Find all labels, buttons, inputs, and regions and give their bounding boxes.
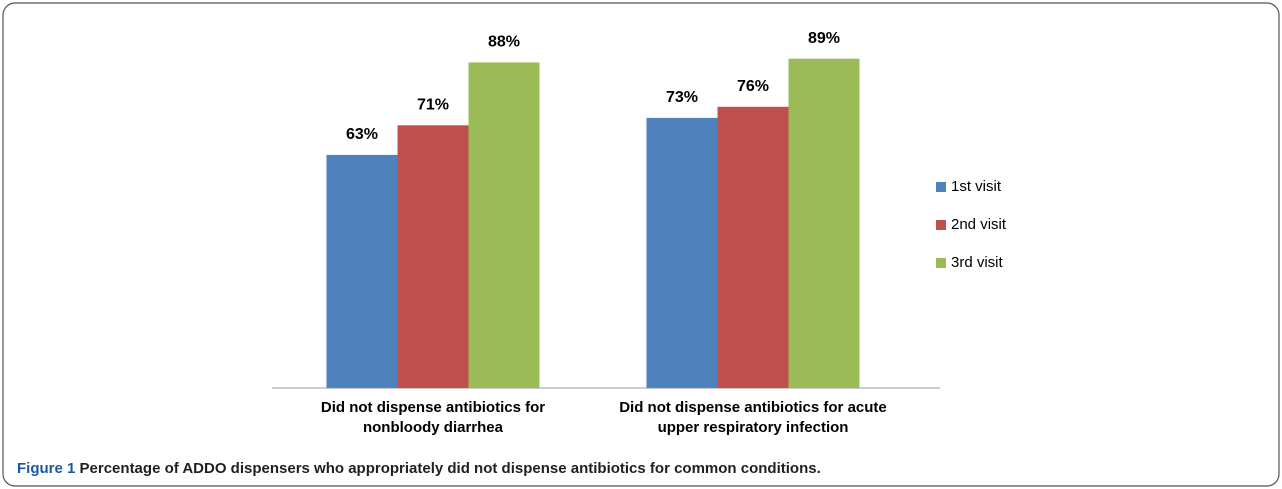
data-label: 71% [417, 97, 449, 114]
x-tick-label: Did not dispense antibiotics for nonbloo… [320, 399, 546, 436]
caption-label: Figure 1 [17, 460, 76, 477]
caption: Figure 1 Percentage of ADDO dispensers w… [17, 460, 821, 477]
data-label: 89% [808, 30, 840, 47]
legend-label: 2nd visit [951, 216, 1007, 233]
data-label: 73% [666, 89, 698, 106]
bar [646, 117, 718, 389]
data-label: 76% [737, 78, 769, 95]
bar [468, 62, 540, 389]
caption-text: Percentage of ADDO dispensers who approp… [79, 460, 821, 477]
legend-swatch [936, 182, 946, 192]
legend-swatch [936, 258, 946, 268]
data-label: 63% [346, 126, 378, 143]
legend-label: 3rd visit [951, 254, 1004, 271]
bar [326, 154, 398, 388]
bar [788, 58, 860, 388]
bar [397, 125, 469, 389]
bar [717, 106, 789, 389]
x-tick-label: Did not dispense antibiotics for acute u… [619, 399, 887, 436]
data-label: 88% [488, 34, 520, 51]
legend-label: 1st visit [951, 178, 1002, 195]
legend-swatch [936, 220, 946, 230]
